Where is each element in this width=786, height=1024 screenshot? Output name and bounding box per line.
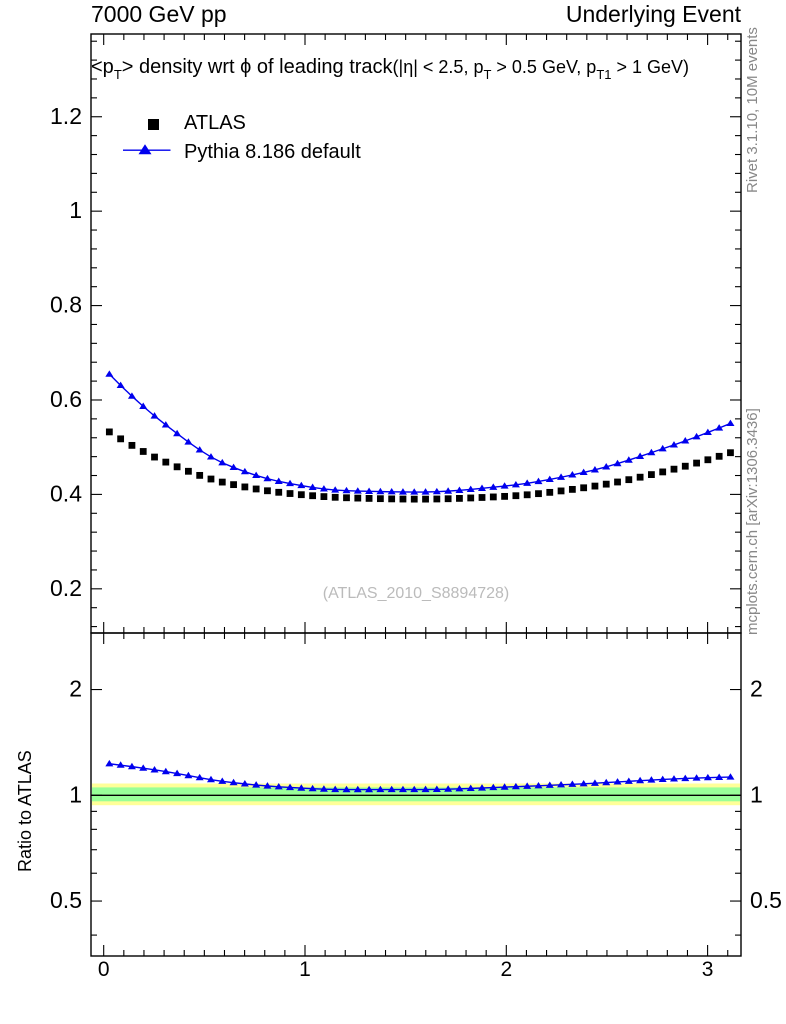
svg-text:0.6: 0.6: [50, 386, 82, 412]
svg-text:0: 0: [98, 958, 110, 981]
svg-text:0.4: 0.4: [50, 480, 82, 506]
svg-text:0.5: 0.5: [750, 887, 782, 913]
svg-text:1: 1: [69, 781, 82, 807]
svg-text:(ATLAS_2010_S8894728): (ATLAS_2010_S8894728): [323, 585, 510, 602]
svg-text:7000 GeV pp: 7000 GeV pp: [91, 1, 227, 27]
svg-text:1: 1: [750, 781, 763, 807]
svg-text:3: 3: [702, 958, 714, 981]
svg-text:1.2: 1.2: [50, 103, 82, 129]
svg-text:ATLAS: ATLAS: [184, 112, 246, 134]
svg-text:0.2: 0.2: [50, 575, 82, 601]
svg-text:1: 1: [69, 197, 82, 223]
svg-text:2: 2: [500, 958, 512, 981]
svg-text:Ratio to ATLAS: Ratio to ATLAS: [15, 750, 35, 872]
svg-text:Rivet 3.1.10, 10M events: Rivet 3.1.10, 10M events: [744, 27, 761, 193]
svg-text:mcplots.cern.ch [arXiv:1306.34: mcplots.cern.ch [arXiv:1306.3436]: [744, 408, 761, 635]
svg-text:Pythia 8.186 default: Pythia 8.186 default: [184, 141, 361, 163]
svg-text:Underlying Event: Underlying Event: [566, 1, 742, 27]
svg-text:0.8: 0.8: [50, 292, 82, 318]
svg-text:1: 1: [299, 958, 311, 981]
svg-text:2: 2: [69, 676, 82, 702]
svg-text:0.5: 0.5: [50, 887, 82, 913]
svg-text:2: 2: [750, 676, 763, 702]
